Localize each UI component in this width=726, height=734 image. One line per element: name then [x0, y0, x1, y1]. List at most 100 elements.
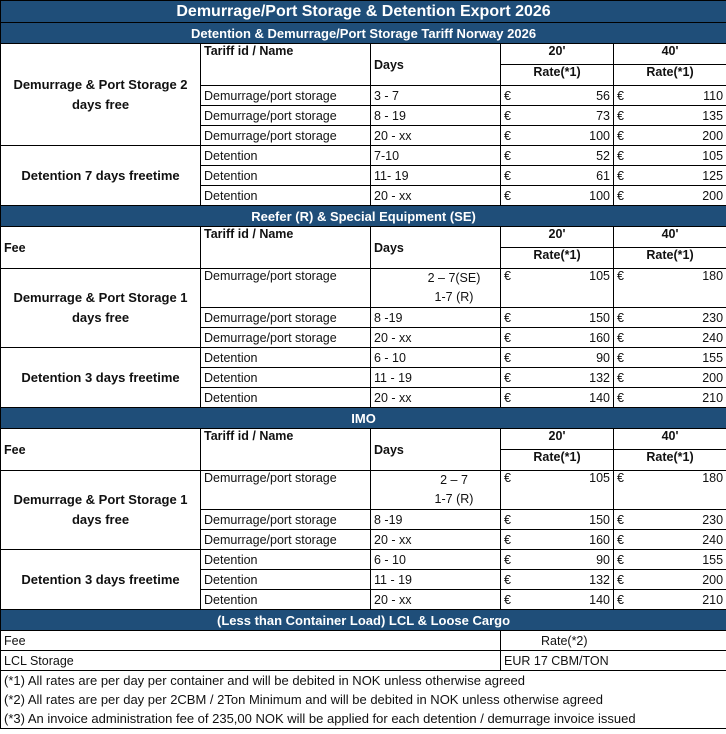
currency-symbol: €: [504, 330, 511, 345]
rate-40: €210: [612, 589, 726, 610]
rate-value: 105: [589, 471, 610, 486]
table-row: Demurrage/port storage 20 - xx €160 €240: [1, 529, 726, 550]
tariff-name: Demurrage/port storage: [200, 509, 371, 530]
days-range: 2 – 7(SE) 1-7 (R): [370, 268, 501, 308]
tariff-header: Tariff id / Name: [200, 43, 371, 86]
rate-40: €200: [612, 367, 726, 388]
rate-20: €73: [500, 105, 614, 126]
currency-symbol: €: [617, 148, 624, 163]
days-range: 20 - xx: [370, 529, 501, 550]
rate-20: €56: [500, 85, 614, 106]
rate-20: €132: [500, 367, 614, 388]
rate-value: 140: [589, 390, 610, 405]
rate-value: 56: [596, 88, 610, 103]
rate-value: 105: [589, 269, 610, 284]
days-secondary: 1-7 (R): [434, 290, 474, 304]
rate-value: 105: [702, 148, 724, 163]
rate-value: 155: [702, 350, 724, 365]
days-primary: 2 – 7(SE): [427, 271, 481, 285]
group-label: Detention 7 days freetime: [0, 145, 201, 206]
days-range: 6 - 10: [370, 347, 501, 368]
rate-value: 61: [596, 168, 610, 183]
sheet-subtitle: Detention & Demurrage/Port Storage Tarif…: [0, 22, 726, 44]
rate-20-header: Rate(*1): [500, 64, 614, 86]
tariff-header: Tariff id / Name: [200, 226, 371, 269]
rate-40: €155: [612, 549, 726, 570]
rate-value: 73: [596, 108, 610, 123]
lcl-item: LCL Storage: [0, 650, 501, 671]
tariff-name: Demurrage/port storage: [200, 307, 371, 328]
rate-40: €110: [612, 85, 726, 106]
rate-40: €155: [612, 347, 726, 368]
currency-symbol: €: [617, 108, 624, 123]
rate-value: 160: [589, 330, 610, 345]
size-40-header: 40': [612, 428, 726, 450]
rate-20: €52: [500, 145, 614, 166]
size-20-header: 20': [500, 43, 614, 65]
group-label: Demurrage & Port Storage 1 days free: [0, 268, 201, 348]
table-row: Demurrage & Port Storage 1 days free Demu…: [0, 470, 726, 550]
currency-symbol: €: [504, 572, 511, 587]
rate-20: €100: [500, 125, 614, 146]
rate-value: 150: [589, 512, 610, 527]
rate-value: 100: [589, 188, 610, 203]
table-row: Detention 3 days freetime Detention 6 - 10…: [0, 549, 726, 610]
currency-symbol: €: [504, 310, 511, 325]
section-banner: Reefer (R) & Special Equipment (SE): [0, 205, 726, 227]
currency-symbol: €: [504, 88, 511, 103]
rate-20: €90: [500, 549, 614, 570]
lcl-rate-header: Rate(*2): [499, 630, 726, 651]
rate-value: 150: [589, 310, 610, 325]
tariff-name: Detention: [200, 185, 371, 206]
rate-40-header: Rate(*1): [612, 449, 726, 471]
rate-20: €105: [500, 268, 614, 308]
days-range: 6 - 10: [370, 549, 501, 570]
currency-symbol: €: [617, 269, 624, 284]
rate-value: 100: [589, 128, 610, 143]
table-row: Detention 3 days freetime Detention 6 - 10…: [0, 347, 726, 408]
rate-40: €125: [612, 165, 726, 186]
tariff-name: Detention: [200, 387, 371, 408]
section-banner: IMO: [0, 407, 726, 429]
footnote: (*1) All rates are per day per container…: [0, 670, 726, 690]
rate-20-header: Rate(*1): [500, 247, 614, 269]
rate-value: 230: [702, 512, 724, 527]
lcl-banner: (Less than Container Load) LCL & Loose C…: [0, 609, 726, 631]
group-label: Demurrage & Port Storage 1 days free: [0, 470, 201, 550]
size-20-header: 20': [500, 226, 614, 248]
currency-symbol: €: [504, 269, 511, 284]
rate-value: 52: [596, 148, 610, 163]
rate-40-header: Rate(*1): [612, 64, 726, 86]
rate-value: 125: [702, 168, 724, 183]
lcl-fee-header: Fee: [0, 630, 501, 651]
currency-symbol: €: [504, 552, 511, 567]
days-range: 20 - xx: [370, 327, 501, 348]
currency-symbol: €: [504, 188, 511, 203]
currency-symbol: €: [617, 532, 624, 547]
rate-20: €160: [500, 529, 614, 550]
rate-value: 210: [702, 390, 724, 405]
rate-value: 200: [702, 572, 724, 587]
group-label: Detention 3 days freetime: [0, 347, 201, 408]
sheet-title: Demurrage/Port Storage & Detention Expor…: [0, 0, 726, 23]
currency-symbol: €: [617, 350, 624, 365]
rate-20: €90: [500, 347, 614, 368]
tariff-name: Detention: [200, 569, 371, 590]
tariff-name: Detention: [200, 367, 371, 388]
rate-20: €105: [500, 470, 614, 510]
days-header: Days: [370, 226, 501, 269]
tariff-name: Detention: [200, 145, 371, 166]
tariff-name: Detention: [200, 165, 371, 186]
currency-symbol: €: [617, 128, 624, 143]
rate-value: 160: [589, 532, 610, 547]
rate-value: 230: [702, 310, 724, 325]
rate-20: €150: [500, 307, 614, 328]
rate-20: €140: [500, 387, 614, 408]
tariff-name: Demurrage/port storage: [200, 529, 371, 550]
days-range: 11 - 19: [370, 367, 501, 388]
currency-symbol: €: [504, 592, 511, 607]
rate-value: 180: [702, 269, 724, 284]
group-label: Detention 3 days freetime: [0, 549, 201, 610]
group-label: Demurrage & Port Storage 2 days free: [0, 43, 201, 146]
rate-value: 210: [702, 592, 724, 607]
